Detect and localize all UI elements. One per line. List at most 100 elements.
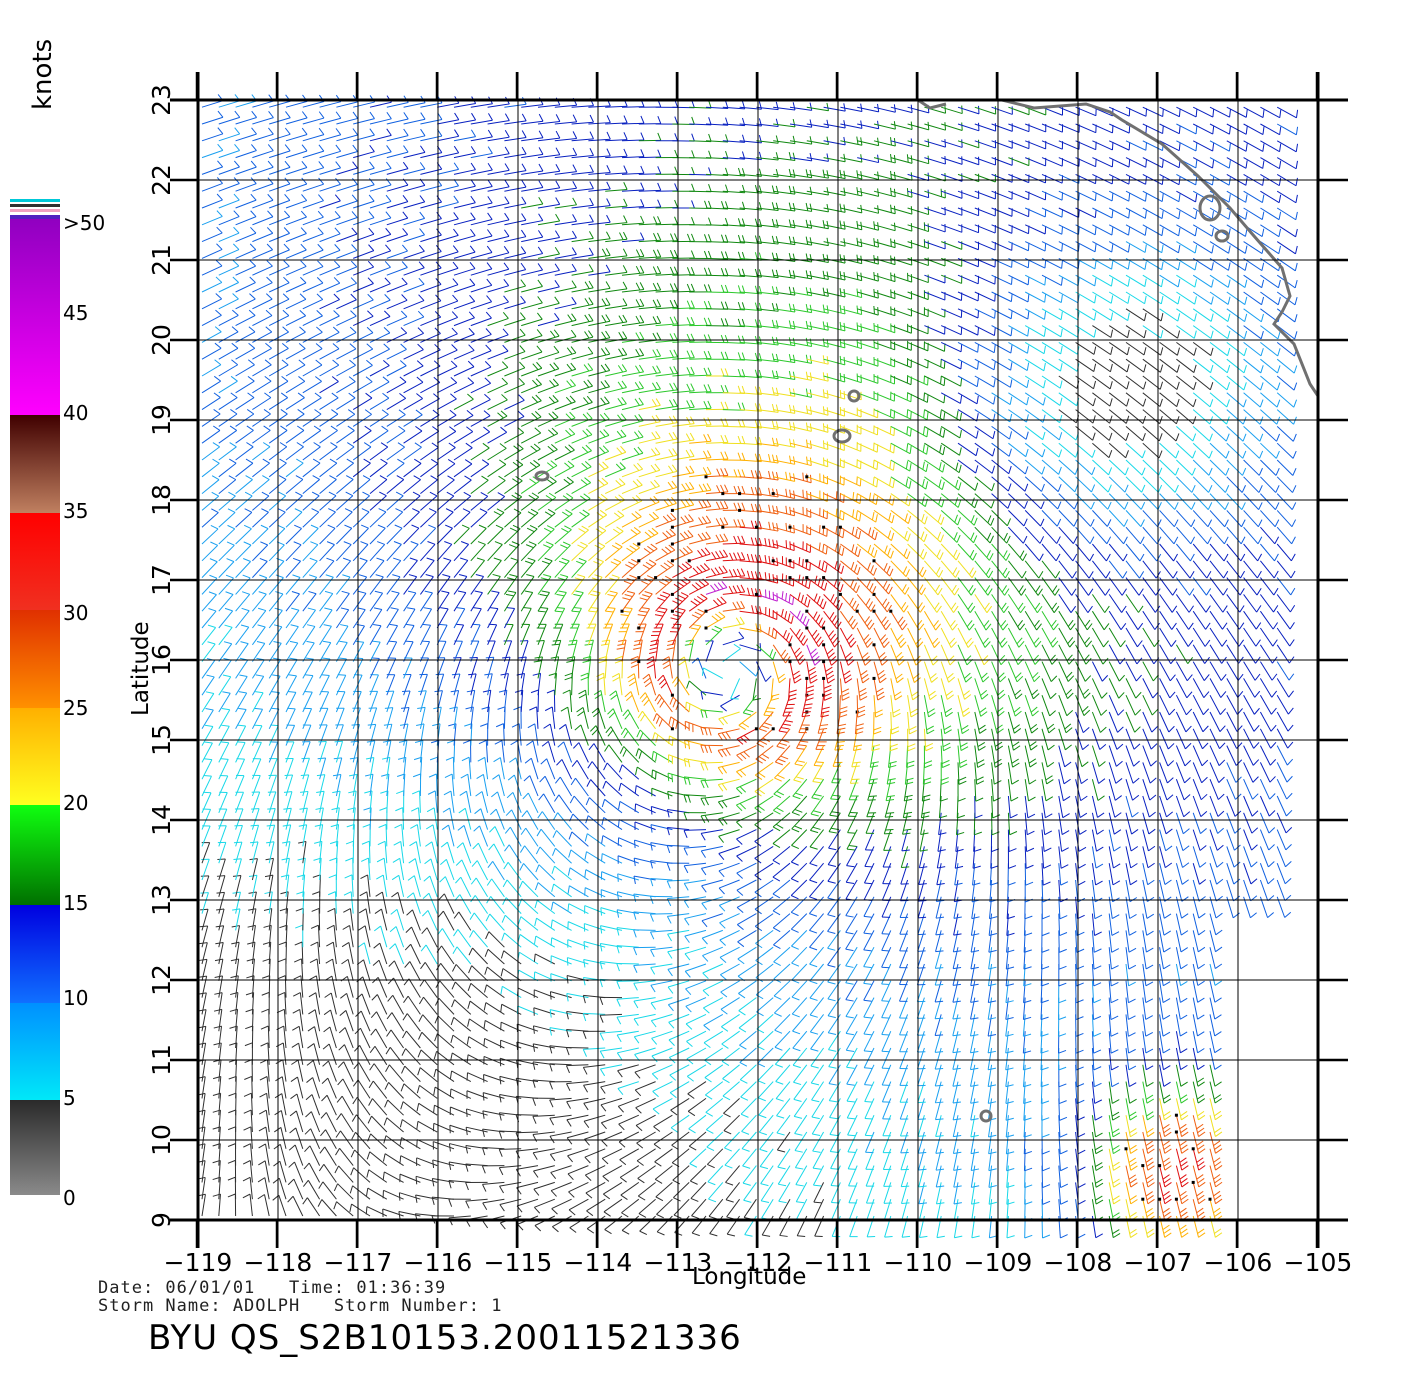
wind-barb-feather xyxy=(498,1167,504,1176)
wind-barb-shaft xyxy=(435,773,438,797)
wind-barb-shaft xyxy=(900,1182,909,1204)
wind-barb-shaft xyxy=(1024,695,1033,717)
wind-barb-feather xyxy=(1146,1127,1154,1134)
wind-barb-feather xyxy=(831,659,838,666)
wind-barb-shaft xyxy=(1091,1199,1097,1221)
wind-barb-shaft xyxy=(325,1112,337,1133)
wind-barb-feather xyxy=(1110,1049,1119,1054)
wind-barb-shaft xyxy=(201,892,209,914)
wind-barb-shaft xyxy=(341,1095,354,1116)
wind-barb-feather xyxy=(1033,675,1041,683)
wind-barb-feather xyxy=(323,1009,331,1016)
wind-barb-feather xyxy=(1006,1151,1015,1155)
wind-barb-feather xyxy=(633,911,637,920)
wind-barb-shaft xyxy=(952,963,959,986)
wind-barb-shaft xyxy=(201,809,212,830)
wind-barb-shaft xyxy=(397,892,405,914)
wind-barb-shaft xyxy=(1259,863,1269,884)
wind-barb-feather xyxy=(772,910,781,916)
rain-flag xyxy=(1208,1197,1212,1201)
wind-barb-shaft xyxy=(1024,644,1036,665)
wind-barb-shaft xyxy=(917,1115,925,1137)
wind-barb-feather xyxy=(655,753,658,762)
wind-barb-feather xyxy=(1113,846,1121,852)
wind-barb-feather xyxy=(455,623,464,626)
wind-barb-shaft xyxy=(810,795,825,815)
wind-barb-shaft xyxy=(873,661,881,683)
wind-barb-feather xyxy=(583,959,586,968)
wind-barb-feather xyxy=(741,722,750,728)
wind-barb-feather xyxy=(808,666,816,672)
wind-barb-shaft xyxy=(720,997,740,1010)
wind-barb-shaft xyxy=(387,1099,404,1116)
wind-barb-shaft xyxy=(550,991,572,999)
wind-barb-feather xyxy=(830,633,837,641)
wind-barb-feather xyxy=(1197,1098,1206,1104)
wind-barb-feather xyxy=(460,773,469,779)
wind-barb-feather xyxy=(867,799,876,801)
wind-barb-shaft xyxy=(600,1081,623,1088)
wind-barb-feather xyxy=(1008,865,1017,869)
wind-barb-shaft xyxy=(567,939,589,948)
wind-barb-feather xyxy=(309,975,317,981)
wind-barb-feather xyxy=(204,724,213,727)
wind-barb-feather xyxy=(875,713,884,718)
wind-barb-shaft xyxy=(483,1074,505,1083)
wind-barb-shaft xyxy=(1108,930,1113,953)
wind-barb-shaft xyxy=(670,1097,690,1111)
wind-barb-feather xyxy=(765,711,774,713)
rain-flag xyxy=(670,693,674,697)
wind-barb-feather xyxy=(947,694,955,700)
wind-barb-shaft xyxy=(704,1064,724,1078)
wind-barb-shaft xyxy=(1192,997,1199,1020)
wind-barb-shaft xyxy=(1243,778,1253,800)
rain-flag xyxy=(872,643,876,647)
wind-barb-feather xyxy=(1164,1181,1172,1188)
wind-barb-shaft xyxy=(201,942,208,965)
wind-barb-feather xyxy=(326,924,335,930)
wind-barb-feather xyxy=(1236,742,1243,749)
wind-barb-feather xyxy=(578,689,586,695)
wind-barb-feather xyxy=(635,1107,642,1114)
wind-barb-shaft xyxy=(1108,1131,1114,1154)
wind-barb-shaft xyxy=(600,1097,623,1106)
wind-barb-feather xyxy=(270,724,279,727)
wind-barb-feather xyxy=(1006,1235,1015,1239)
wind-barb-shaft xyxy=(974,711,981,734)
wind-barb-shaft xyxy=(201,775,212,797)
wind-barb-shaft xyxy=(1023,947,1026,970)
wind-barb-feather xyxy=(1032,710,1039,717)
wind-barb-shaft xyxy=(201,959,208,981)
wind-barb-shaft xyxy=(467,1072,488,1083)
wind-barb-shaft xyxy=(688,680,707,696)
wind-barb-shaft xyxy=(235,775,245,797)
wind-barb-feather xyxy=(1147,1115,1155,1121)
wind-barb-feather xyxy=(1040,1083,1049,1088)
wind-barb-feather xyxy=(506,607,515,610)
wind-barb-feather xyxy=(1058,1016,1067,1021)
wind-barb-shaft xyxy=(539,846,556,864)
wind-barb-shaft xyxy=(1091,1115,1097,1138)
wind-barb-shaft xyxy=(1005,1115,1009,1138)
wind-barb-feather xyxy=(988,1017,997,1020)
wind-barb-shaft xyxy=(1125,1031,1130,1054)
wind-barb-feather xyxy=(785,632,790,641)
wind-barb-shaft xyxy=(251,775,261,797)
wind-barb-feather xyxy=(778,730,787,733)
wind-barb-feather xyxy=(980,711,988,717)
wind-barb-shaft xyxy=(453,624,465,646)
wind-barb-shaft xyxy=(917,1131,925,1154)
wind-barb-feather xyxy=(425,824,434,830)
wind-barb-shaft xyxy=(1024,812,1028,835)
wind-barb-feather xyxy=(247,908,257,911)
wind-barb-feather xyxy=(1251,844,1258,851)
wind-barb-feather xyxy=(482,689,491,693)
wind-barb-feather xyxy=(602,1175,610,1182)
wind-barb-shaft xyxy=(550,1165,572,1173)
wind-barb-shaft xyxy=(725,1182,740,1201)
wind-barb-feather xyxy=(638,1213,647,1218)
wind-barb-feather xyxy=(775,630,778,639)
wind-barb-shaft xyxy=(1159,1081,1165,1104)
wind-barb-shaft xyxy=(873,678,879,701)
wind-barb-feather xyxy=(516,1041,519,1051)
